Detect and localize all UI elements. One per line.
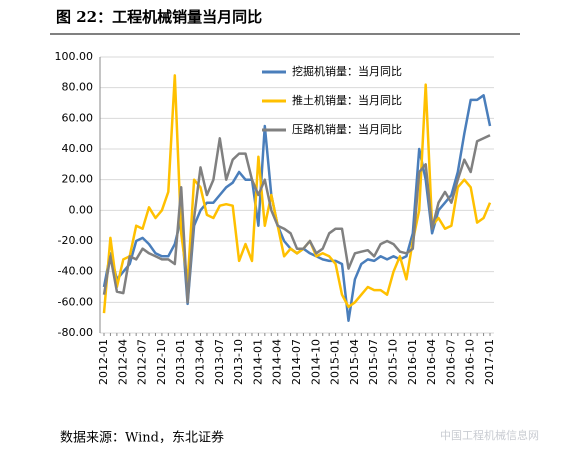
x-tick-label: 2014-10 bbox=[309, 339, 322, 385]
x-tick-label: 2014-04 bbox=[271, 339, 284, 385]
y-tick-label: 60.00 bbox=[62, 111, 94, 124]
x-tick-label: 2016-07 bbox=[444, 339, 457, 385]
y-tick-label: -20.00 bbox=[58, 234, 93, 247]
x-tick-label: 2012-04 bbox=[116, 339, 129, 385]
x-tick-label: 2013-01 bbox=[174, 339, 187, 385]
legend-label: 推土机销量：当月同比 bbox=[292, 93, 402, 107]
legend-label: 压路机销量：当月同比 bbox=[292, 122, 402, 136]
y-tick-label: 20.00 bbox=[62, 173, 94, 186]
series-line bbox=[102, 134, 491, 304]
x-tick-label: 2014-07 bbox=[290, 339, 303, 385]
chart-title: 图 22：工程机械销量当月同比 bbox=[56, 8, 262, 26]
x-tick-label: 2016-01 bbox=[406, 339, 419, 385]
x-tick-label: 2015-07 bbox=[367, 339, 380, 385]
y-tick-label: -60.00 bbox=[58, 295, 93, 308]
series-line bbox=[102, 74, 492, 314]
source-note: 数据来源：Wind，东北证券 bbox=[60, 430, 224, 446]
x-tick-label: 2012-07 bbox=[136, 339, 149, 385]
x-tick-label: 2012-01 bbox=[97, 339, 110, 385]
x-tick-label: 2013-04 bbox=[194, 339, 207, 385]
x-tick-label: 2017-01 bbox=[483, 339, 496, 385]
y-tick-label: -80.00 bbox=[58, 326, 93, 339]
y-tick-label: -40.00 bbox=[58, 265, 93, 278]
x-tick-label: 2015-10 bbox=[387, 339, 400, 385]
x-tick-label: 2016-04 bbox=[425, 339, 438, 385]
watermark: 中国工程机械信息网 bbox=[440, 428, 539, 442]
y-tick-label: 100.00 bbox=[55, 50, 94, 63]
x-tick-label: 2014-01 bbox=[251, 339, 264, 385]
x-tick-label: 2016-10 bbox=[464, 339, 477, 385]
x-tick-label: 2013-07 bbox=[213, 339, 226, 385]
y-tick-label: 0.00 bbox=[69, 203, 94, 216]
y-tick-label: 40.00 bbox=[62, 142, 94, 155]
x-tick-label: 2015-04 bbox=[348, 339, 361, 385]
x-tick-label: 2013-10 bbox=[232, 339, 245, 385]
y-tick-label: 80.00 bbox=[62, 81, 94, 94]
legend-label: 挖掘机销量：当月同比 bbox=[292, 64, 402, 78]
x-tick-label: 2015-01 bbox=[329, 339, 342, 385]
x-tick-label: 2012-10 bbox=[155, 339, 168, 385]
